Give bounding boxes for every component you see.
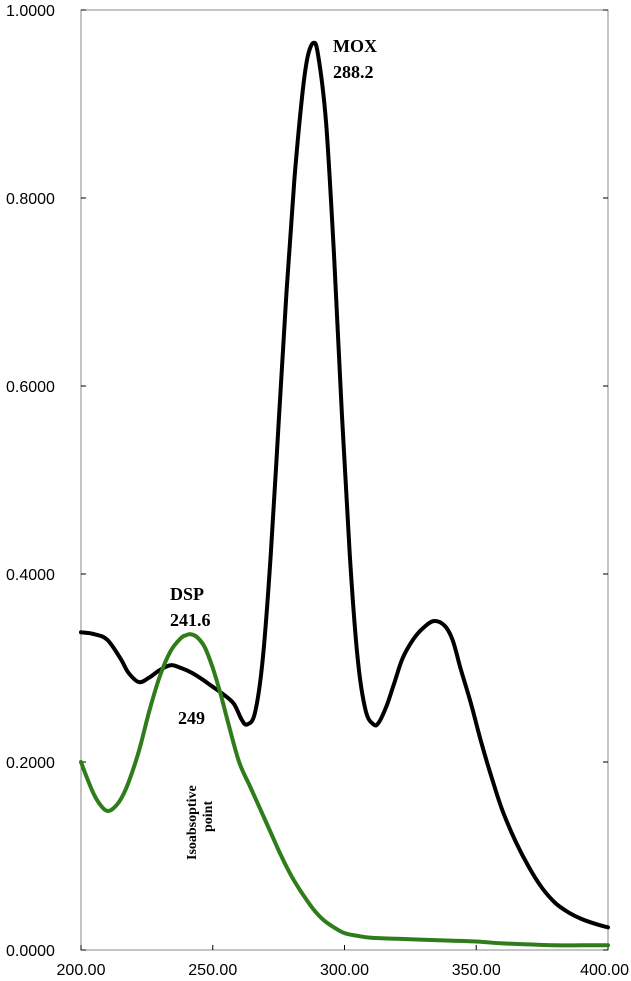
x-tick-label: 250.00 xyxy=(188,962,237,979)
y-tick-label: 0.0000 xyxy=(6,943,55,960)
dsp-peak-name: DSP xyxy=(170,584,204,604)
x-tick-label: 400.00 xyxy=(580,962,629,979)
annotations: MOX 288.2 DSP 241.6 249 Isoabsoptive poi… xyxy=(170,36,377,860)
isoabsorptive-value: 249 xyxy=(178,708,205,728)
series-line-mox xyxy=(79,40,610,930)
x-tick-label: 200.00 xyxy=(57,962,106,979)
isoabsorptive-label-line2: point xyxy=(201,801,216,832)
dsp-peak-value: 241.6 xyxy=(170,610,211,630)
y-tick-label: 0.4000 xyxy=(6,567,55,584)
x-tick-label: 350.00 xyxy=(452,962,501,979)
axis-tick-labels: 0.0000 0.2000 0.4000 0.6000 0.8000 1.0000 200.… xyxy=(6,3,629,979)
mox-peak-value: 288.2 xyxy=(333,62,374,82)
mox-peak-name: MOX xyxy=(333,36,377,56)
series-line-dsp xyxy=(79,632,610,948)
y-tick-label: 0.2000 xyxy=(6,755,55,772)
isoabsorptive-label-line1: Isoabsoptive xyxy=(185,785,200,860)
axis-ticks xyxy=(80,9,609,951)
x-tick-label: 300.00 xyxy=(320,962,369,979)
series-layer xyxy=(79,40,610,948)
y-tick-label: 0.8000 xyxy=(6,191,55,208)
y-tick-label: 0.6000 xyxy=(6,379,55,396)
y-tick-label: 1.0000 xyxy=(6,3,55,20)
